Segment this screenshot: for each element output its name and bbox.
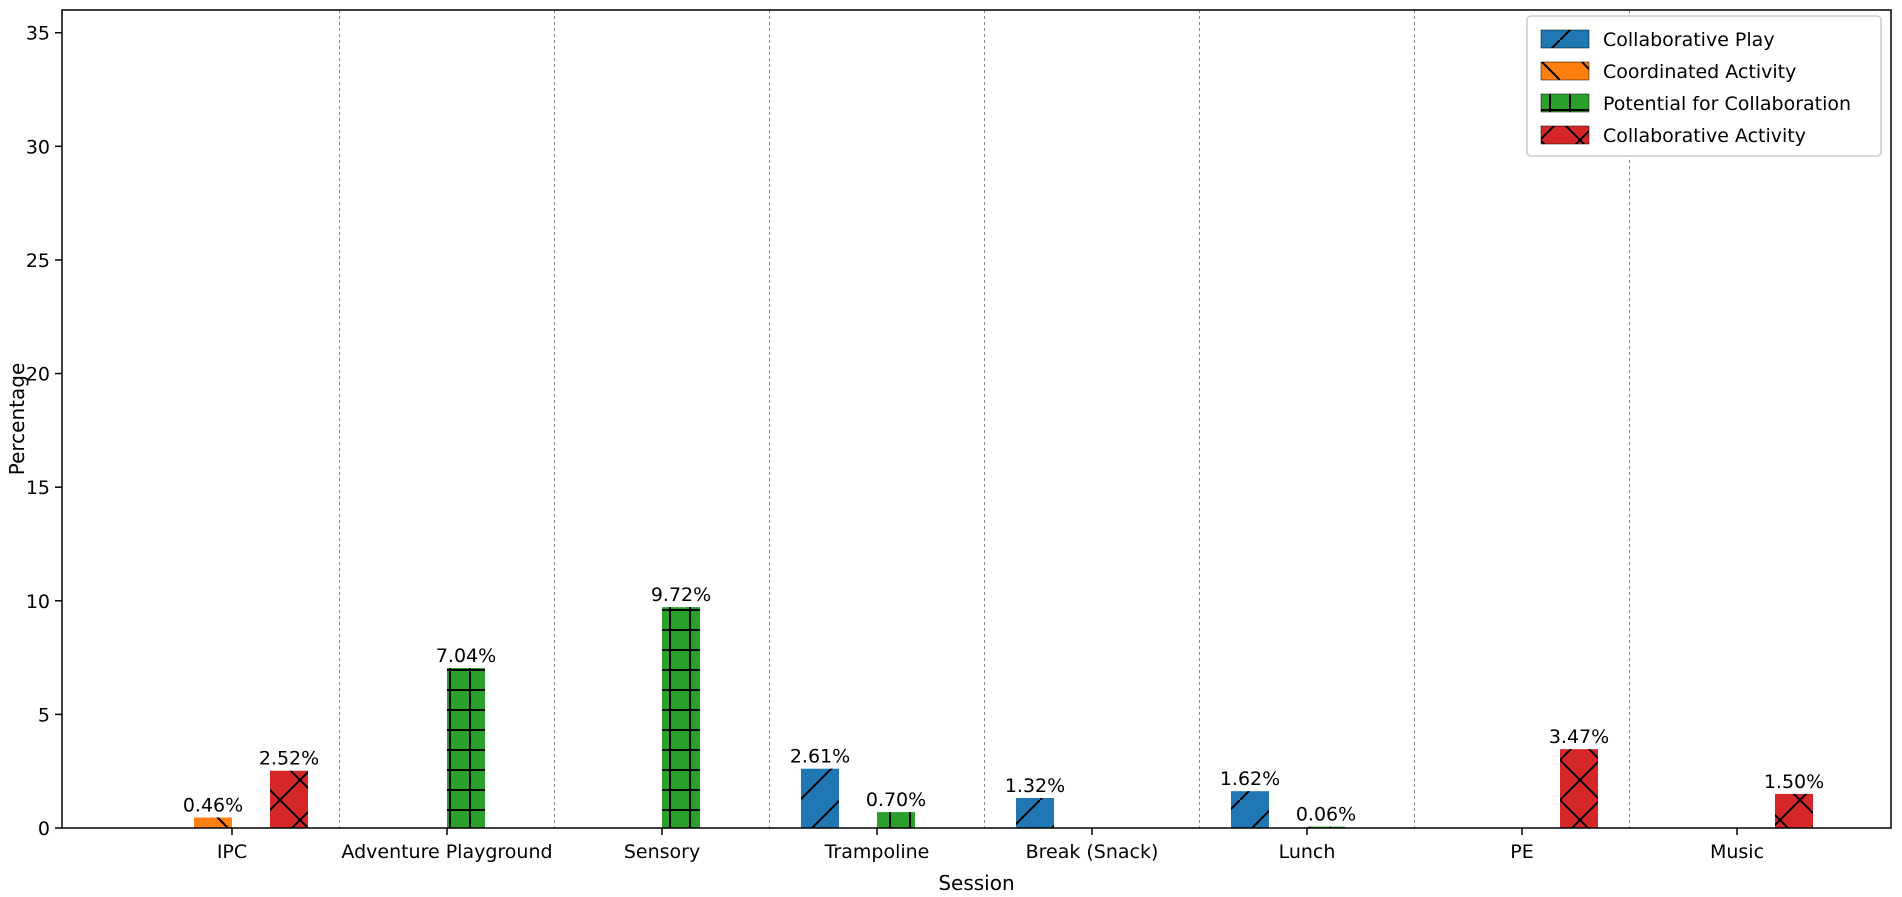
- y-tick-label: 0: [38, 818, 50, 840]
- bar-hatch: [1231, 791, 1269, 828]
- bar-value-label: 0.06%: [1296, 804, 1356, 826]
- x-tick-label: IPC: [217, 841, 247, 863]
- bar-hatch: [447, 668, 485, 828]
- y-tick-label: 15: [26, 477, 50, 499]
- bar-hatch: [877, 812, 915, 828]
- x-tick-label: Adventure Playground: [341, 841, 552, 863]
- bar-hatch: [801, 768, 839, 828]
- bar-value-label: 0.70%: [866, 789, 926, 811]
- bar-value-label: 2.61%: [790, 746, 850, 768]
- bar-hatch: [270, 770, 308, 828]
- y-tick-label: 25: [26, 250, 50, 272]
- bar-labels: 2.61% 1.32% 1.62% 0.46% 7.04% 9.72% 0.70% 0.06%…: [183, 584, 1824, 825]
- bar-value-label: 1.50%: [1764, 771, 1824, 793]
- bar-hatch: [1560, 749, 1598, 828]
- legend-swatch-hatch: [1541, 62, 1589, 80]
- y-axis-label: Percentage: [5, 363, 29, 476]
- bar-value-label: 9.72%: [651, 584, 711, 606]
- x-axis-label: Session: [938, 871, 1014, 895]
- bar-hatch: [1016, 798, 1054, 828]
- legend-label: Collaborative Activity: [1603, 125, 1806, 147]
- y-tick-label: 35: [26, 23, 50, 45]
- y-tick-label: 20: [26, 364, 50, 386]
- y-tick-label: 10: [26, 591, 50, 613]
- legend-swatch-hatch: [1541, 30, 1589, 48]
- axes: 0 5 10 15 20 25 30 35 IPC Adventure Playground Sen…: [5, 9, 1892, 895]
- y-tick-label: 5: [38, 704, 50, 726]
- legend-label: Collaborative Play: [1603, 29, 1775, 51]
- legend-label: Coordinated Activity: [1603, 61, 1796, 83]
- bar-hatch: [194, 817, 232, 828]
- bars: [194, 607, 1813, 828]
- x-tick-label: Lunch: [1279, 841, 1336, 863]
- bar-value-label: 2.52%: [259, 748, 319, 770]
- legend: Collaborative Play Coordinated Activity Po…: [1526, 15, 1882, 157]
- x-tick-label: PE: [1510, 841, 1533, 863]
- x-tick-label: Break (Snack): [1026, 841, 1159, 863]
- bar-hatch: [662, 607, 700, 828]
- legend-box: [1526, 15, 1882, 157]
- x-tick-label: Sensory: [624, 841, 700, 863]
- x-tick-label: Music: [1710, 841, 1764, 863]
- x-tick-label: Trampoline: [824, 841, 930, 863]
- bar-value-label: 1.32%: [1005, 775, 1065, 797]
- legend-swatch-hatch: [1541, 126, 1589, 144]
- bar-value-label: 0.46%: [183, 795, 243, 817]
- legend-label: Potential for Collaboration: [1603, 93, 1851, 115]
- y-tick-label: 30: [26, 136, 50, 158]
- bar-value-label: 3.47%: [1549, 726, 1609, 748]
- bar-value-label: 1.62%: [1220, 768, 1280, 790]
- plot-frame: [61, 9, 1892, 829]
- category-separators: [339, 10, 1630, 828]
- bar-hatch: [1775, 793, 1813, 828]
- legend-swatch-hatch: [1541, 94, 1589, 112]
- bar-value-label: 7.04%: [436, 645, 496, 667]
